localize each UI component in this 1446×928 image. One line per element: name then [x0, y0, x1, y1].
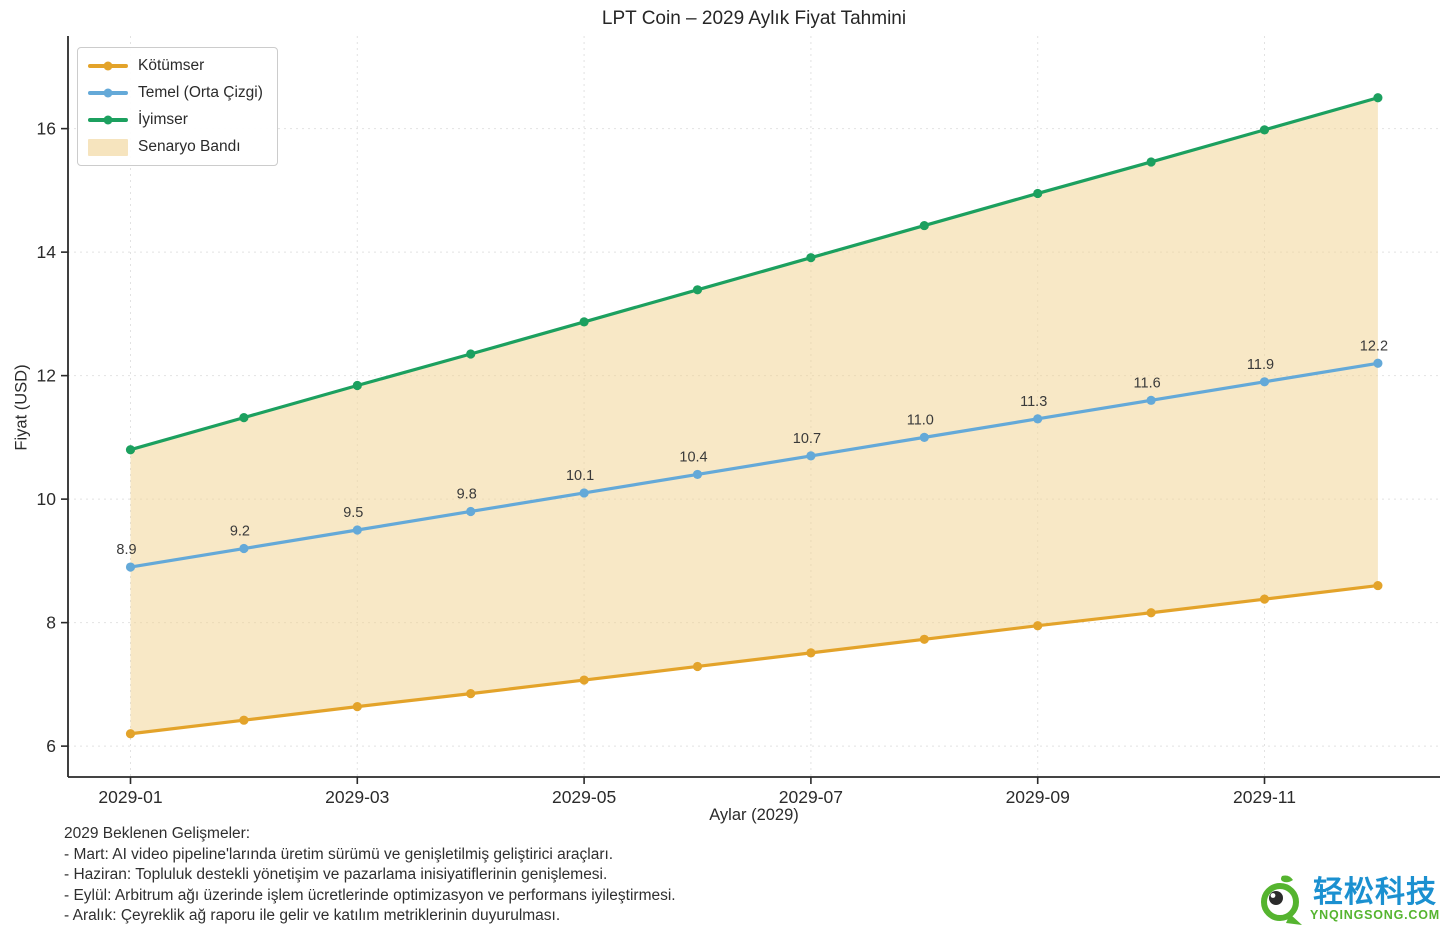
point-label: 11.6 [1134, 375, 1161, 391]
point-label: 10.7 [793, 431, 821, 447]
series-marker-2 [1033, 188, 1043, 199]
series-marker-0 [239, 715, 249, 725]
annotation-line-haziran: - Haziran: Topluluk destekli yönetişim v… [64, 866, 608, 884]
series-marker-2 [919, 220, 929, 231]
series-marker-2 [352, 380, 362, 391]
annotation-line-aralik: - Aralık: Çeyreklik ağ raporu ile gelir … [64, 907, 561, 925]
legend-swatch-temel-line [88, 88, 128, 98]
series-marker-2 [1146, 157, 1156, 167]
x-tick-label: 2029-03 [325, 787, 389, 807]
series-marker-0 [579, 675, 589, 685]
series-line-1 [128, 361, 1380, 569]
annotation-line-mart: - Mart: AI video pipeline'larında üretim… [64, 845, 614, 863]
legend-item-kotumser: Kötümser [88, 56, 263, 76]
annotation-line-heading: 2029 Beklenen Gelişmeler: [64, 825, 251, 842]
point-label: 11.3 [1020, 394, 1047, 410]
series-marker-1 [1146, 395, 1156, 405]
series-marker-1 [1373, 358, 1383, 368]
series-marker-0 [692, 661, 703, 672]
y-axis-label: Fiyat (USD) [12, 364, 31, 451]
annotation-line-eylul: - Eylül: Arbitrum ağı üzerinde işlem ücr… [64, 886, 676, 904]
x-tick-label: 2029-11 [1233, 787, 1296, 807]
legend-label-band: Senaryo Bandı [138, 138, 241, 155]
chart-title: LPT Coin – 2029 Aylık Fiyat Tahmini [601, 8, 907, 29]
series-marker-0 [919, 634, 929, 644]
series-marker-2 [579, 317, 589, 327]
x-axis-label: Aylar (2029) [709, 806, 799, 824]
legend-item-band: Senaryo Bandı [88, 137, 263, 157]
scenario-band [130, 97, 1378, 734]
series-marker-2 [466, 349, 476, 359]
point-label: 10.4 [679, 449, 707, 465]
brand-mark-icon [1261, 875, 1303, 925]
legend-swatch-iyimser-line [88, 115, 128, 125]
legend-item-temel: Temel (Orta Çizgi) [88, 83, 263, 103]
series-marker-1 [919, 432, 929, 442]
series-marker-0 [352, 702, 362, 712]
x-tick-label: 2029-01 [98, 787, 162, 807]
brand-domain: YNQINGSONG.COM [1310, 908, 1440, 923]
point-label: 10.1 [566, 468, 594, 484]
legend: Kötümser Temel (Orta Çizgi) İyimser Sena… [77, 47, 278, 166]
series-marker-1 [125, 562, 136, 572]
series-marker-2 [1259, 125, 1270, 135]
point-label: 11.0 [907, 412, 934, 428]
series-marker-1 [579, 488, 589, 498]
legend-swatch-band-patch [88, 138, 128, 156]
brand-logo: 轻松科技 YNQINGSONG.COM [1256, 873, 1440, 927]
series-marker-0 [125, 729, 136, 739]
series-marker-0 [1373, 580, 1383, 591]
series-marker-1 [466, 506, 476, 517]
series-marker-0 [1146, 608, 1156, 618]
series-marker-1 [692, 469, 703, 480]
point-label: 9.5 [343, 505, 363, 521]
series-marker-2 [125, 445, 136, 455]
series-marker-1 [1259, 377, 1270, 387]
point-label: 9.2 [230, 524, 250, 540]
y-tick-label: 6 [46, 736, 56, 756]
y-tick-label: 14 [37, 242, 57, 262]
legend-label-iyimser: İyimser [138, 111, 188, 128]
annotation-notes: 2029 Beklenen Gelişmeler: - Mart: AI vid… [64, 824, 676, 927]
series-marker-0 [806, 648, 816, 658]
point-label: 9.8 [457, 486, 477, 502]
brand-name: 轻松科技 [1313, 876, 1438, 910]
series-marker-0 [1033, 621, 1043, 631]
series-line-0 [128, 583, 1380, 736]
series-marker-0 [1259, 594, 1270, 604]
point-label: 12.2 [1360, 338, 1388, 354]
y-tick-label: 10 [37, 489, 57, 509]
series-line-2 [128, 96, 1380, 452]
y-tick-label: 16 [37, 119, 56, 139]
series-marker-2 [806, 253, 816, 263]
series-marker-1 [806, 451, 816, 461]
y-tick-label: 8 [46, 613, 56, 633]
legend-label-kotumser: Kötümser [138, 57, 205, 74]
x-tick-label: 2029-09 [1006, 787, 1070, 807]
series-marker-2 [692, 285, 703, 295]
point-label: 8.9 [116, 542, 136, 558]
series-marker-1 [352, 525, 362, 535]
x-tick-label: 2029-05 [552, 787, 616, 807]
point-label: 11.9 [1247, 357, 1274, 373]
series-marker-2 [239, 413, 249, 423]
series-marker-0 [466, 689, 476, 699]
legend-item-iyimser: İyimser [88, 110, 263, 130]
series-marker-2 [1373, 93, 1383, 103]
series-marker-1 [239, 543, 249, 554]
x-tick-label: 2029-07 [779, 787, 843, 807]
series-marker-1 [1033, 414, 1043, 424]
legend-label-temel: Temel (Orta Çizgi) [138, 84, 263, 101]
y-tick-label: 12 [37, 366, 56, 386]
legend-swatch-kotumser-line [88, 61, 128, 71]
